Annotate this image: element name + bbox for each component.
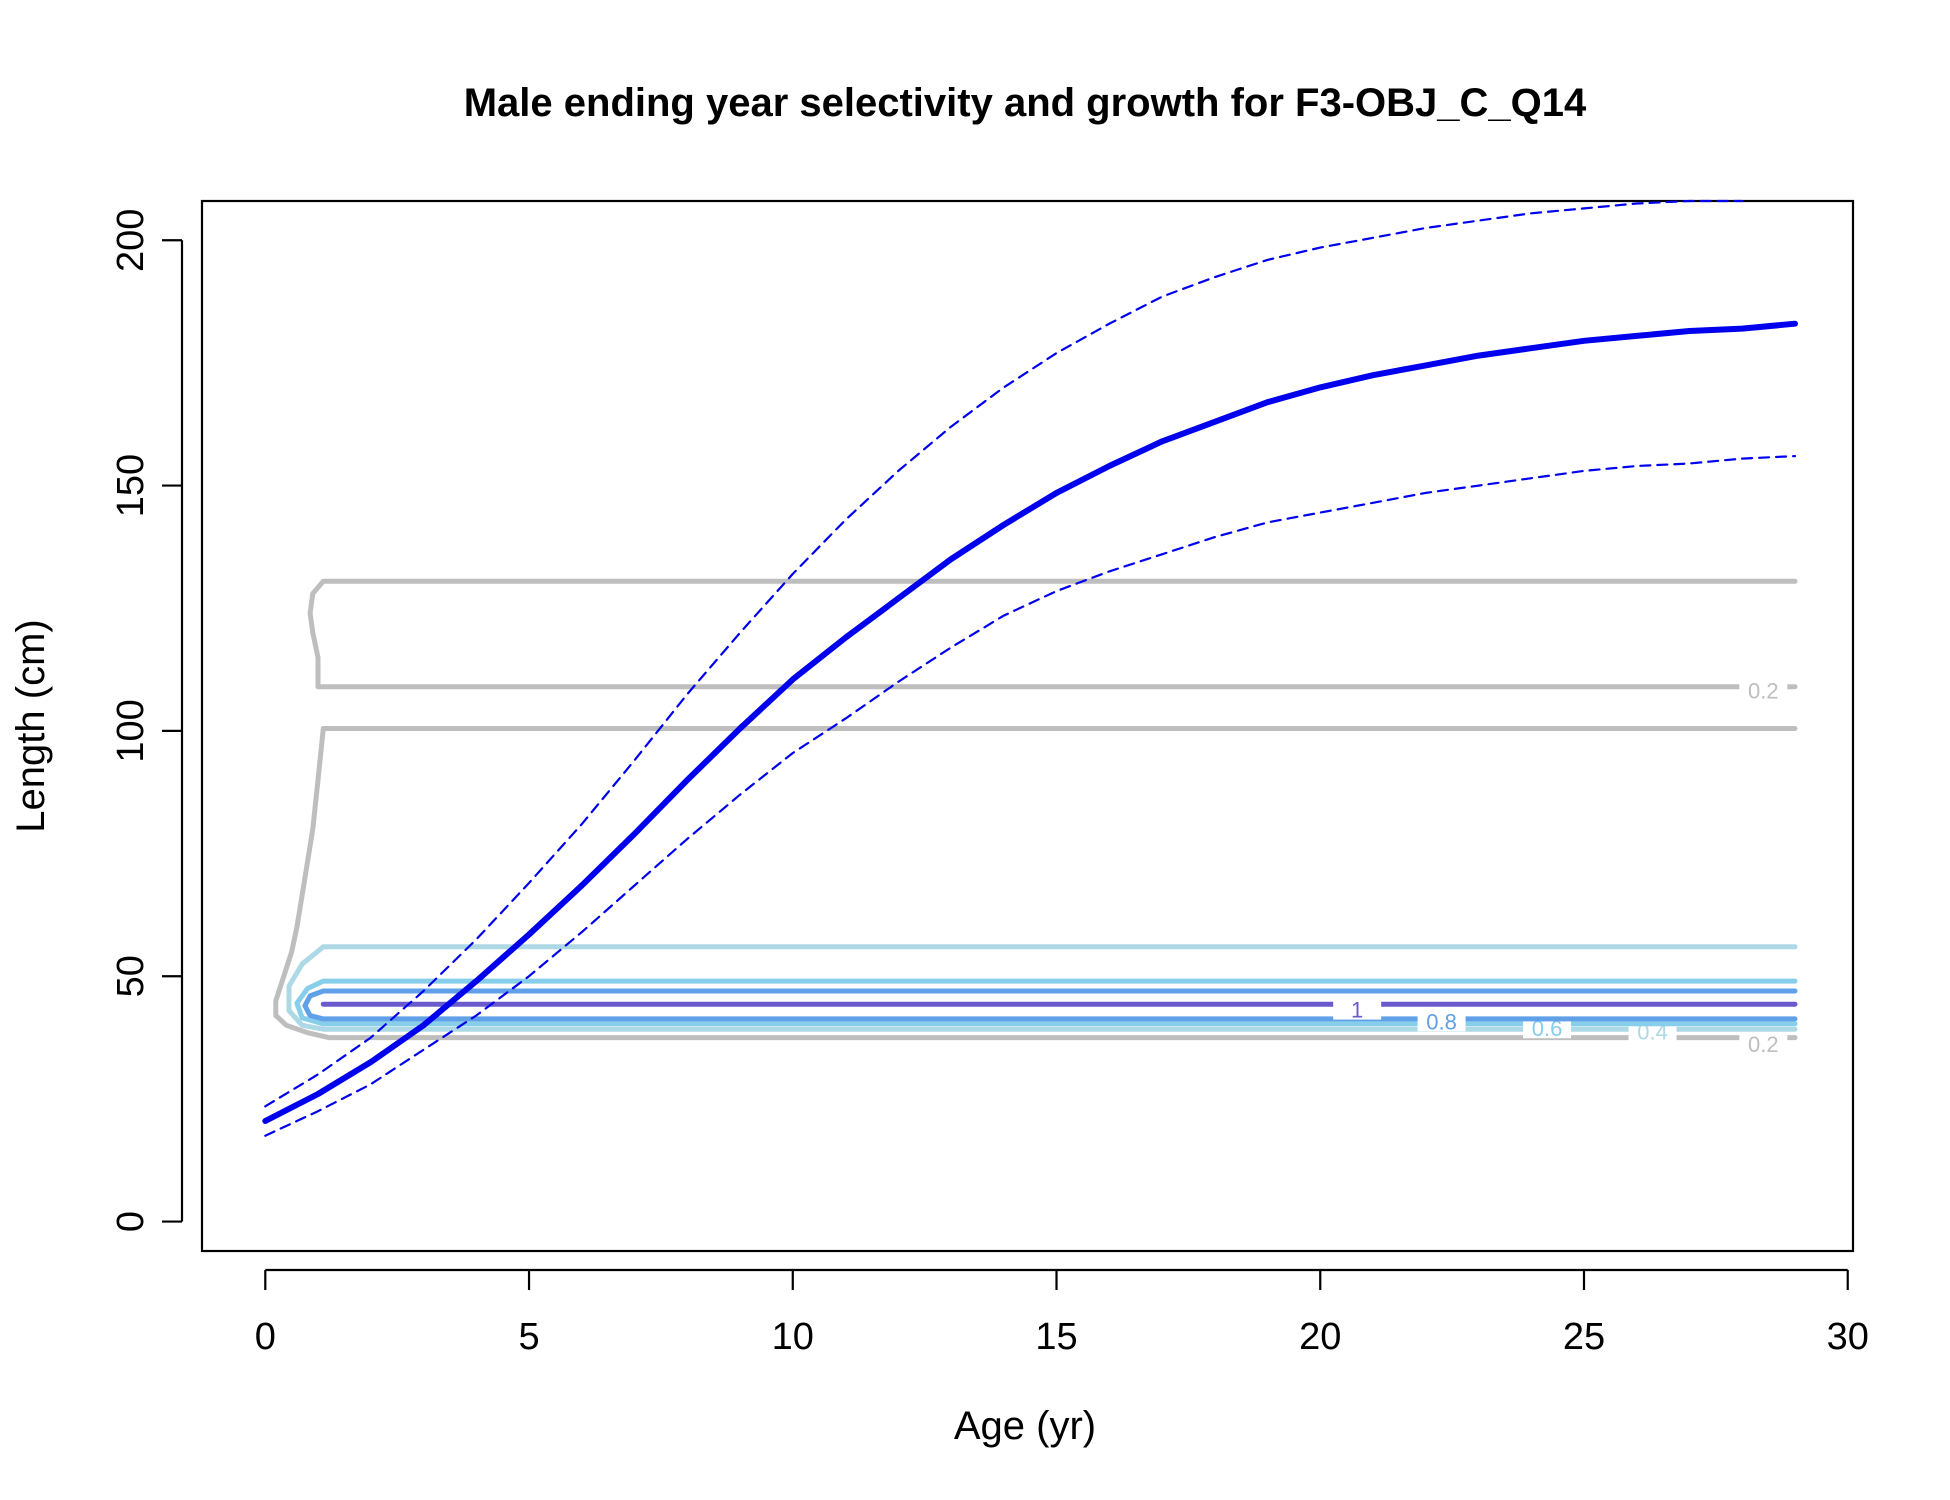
x-tick-label: 15 <box>1035 1316 1077 1358</box>
contour-label-0-2: 0.2 <box>1748 679 1779 704</box>
growth-mean-line <box>262 320 1798 1124</box>
x-tick-label: 0 <box>255 1316 276 1358</box>
x-tick-label: 30 <box>1827 1316 1869 1358</box>
x-tick-label: 20 <box>1299 1316 1341 1358</box>
x-tick-label: 10 <box>772 1316 814 1358</box>
contour-label-bg <box>1739 678 1788 701</box>
y-axis: 0 50 100 150 200 <box>110 209 184 1232</box>
x-axis-label: Age (yr) <box>954 1404 1096 1448</box>
contour-label-bg <box>1417 1009 1466 1032</box>
plot-frame <box>200 199 1855 1253</box>
y-tick-label: 0 <box>110 1211 152 1232</box>
growth-curves <box>262 199 1798 1137</box>
contour-line-0-2-1 <box>273 726 1798 1041</box>
x-tick-label: 25 <box>1563 1316 1605 1358</box>
contour-line-0-6-0 <box>294 978 1798 1027</box>
y-tick-label: 150 <box>110 454 152 517</box>
contour-label-bg <box>1333 997 1382 1020</box>
x-axis: 0 5 10 15 20 25 30 <box>255 1268 1869 1358</box>
contour-line-0-8-0 <box>302 988 1798 1022</box>
y-tick-label: 50 <box>110 955 152 997</box>
contour-label-0-2: 0.2 <box>1748 1032 1779 1057</box>
contour-label-bg <box>1739 1031 1788 1054</box>
contour-label-bg <box>1523 1016 1572 1039</box>
y-tick-label: 200 <box>110 209 152 272</box>
contour-line-0-2-0 <box>307 578 1798 690</box>
selectivity-contours: 0.20.20.40.60.81 <box>273 578 1798 1057</box>
contour-line-0-4-0 <box>286 944 1798 1032</box>
y-tick-label: 100 <box>110 699 152 762</box>
x-tick-label: 5 <box>518 1316 539 1358</box>
y-axis-label: Length (cm) <box>9 619 53 832</box>
contour-label-0-8: 0.8 <box>1426 1009 1457 1034</box>
chart-title: Male ending year selectivity and growth … <box>464 81 1587 125</box>
growth-lower-line <box>264 455 1797 1137</box>
contour-label-1: 1 <box>1351 998 1363 1023</box>
